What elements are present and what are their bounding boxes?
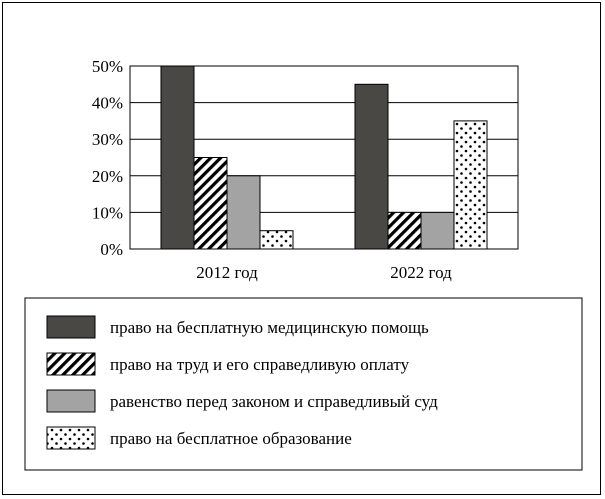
legend-label: право на бесплатную медицинскую помощь [110,318,429,337]
y-tick-label: 10% [92,203,123,222]
x-axis-tick-labels: 2012 год 2022 год [196,263,452,282]
bar-3-2 [420,211,455,250]
y-tick-label: 50% [92,57,123,76]
legend-swatch [46,426,96,450]
bar-4-2 [453,120,488,250]
y-tick-label: 30% [92,130,123,149]
legend-swatch [46,352,96,376]
plot-area-border [129,65,519,250]
y-axis-tick-labels: 0% 10% 20% 30% 40% 50% [92,57,123,259]
y-tick-label: 20% [92,167,123,186]
bar-4-1 [259,230,294,250]
legend-label: равенство перед законом и справедливый с… [110,392,438,411]
x-tick-label: 2022 год [390,263,452,282]
bars [160,65,488,250]
legend-box [24,297,583,471]
legend-label: право на труд и его справедливую оплату [110,355,410,374]
bar-2-2 [387,211,422,250]
bar-1-1 [160,65,195,250]
y-tick-label: 40% [92,94,123,113]
bar-3-1 [226,175,261,250]
legend-swatch [46,315,96,339]
bar-1-2 [354,83,389,250]
x-tick-label: 2012 год [196,263,258,282]
legend-label: право на бесплатное образование [110,429,352,448]
figure-frame [2,2,601,495]
bar-2-1 [193,157,228,250]
legend-swatch [46,389,96,413]
y-tick-label: 0% [100,240,123,259]
legend: право на бесплатную медицинскую помощь пр… [46,315,438,450]
